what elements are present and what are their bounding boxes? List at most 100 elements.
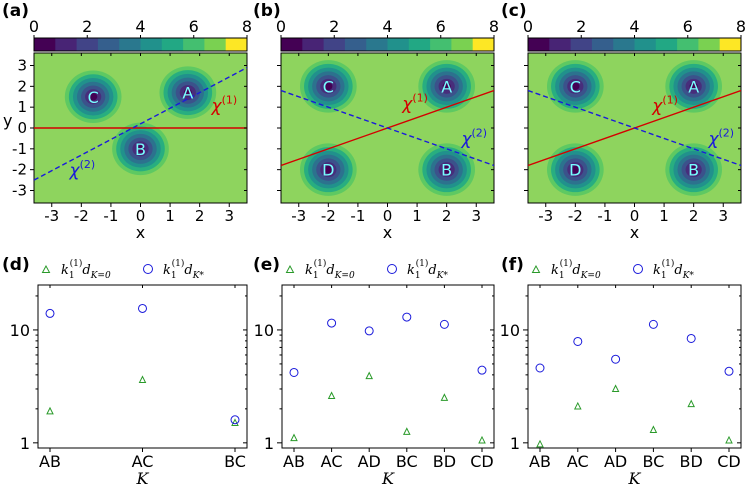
line-label-chi(2): χ(2) (707, 127, 734, 150)
x-tick-label: -2 (74, 207, 89, 225)
legend-label: k1(1)dK* (163, 258, 204, 281)
data-point-circle (439, 319, 449, 329)
colorbar-segment (549, 38, 572, 51)
data-point-triangle (402, 427, 411, 435)
well-ring (442, 82, 451, 91)
x-tick-label: AC (132, 452, 154, 471)
legend: k1(1)dK=0 k1(1)dK* (531, 258, 694, 281)
legend: k1(1)dK=0 k1(1)dK* (285, 258, 448, 281)
colorbar-segment (204, 38, 227, 51)
data-point-circle (573, 336, 583, 346)
well-ring (689, 165, 698, 174)
colorbar-tick-label: 0 (523, 17, 533, 36)
colorbar-segment (344, 38, 367, 51)
x-axis-label: K (381, 469, 395, 488)
colorbar-segment (76, 38, 99, 51)
line-label-chi(2): χ(2) (69, 158, 96, 181)
well-ring (136, 145, 145, 153)
colorbar: 0 2 4 6 8 (276, 17, 499, 52)
line-chi(2) (34, 66, 247, 181)
region-label-A: A (441, 77, 452, 96)
data-point-triangle (365, 371, 374, 380)
x-tick-label: -3 (538, 207, 553, 225)
colorbar-tick-label: 2 (82, 17, 92, 36)
data-point-circle (327, 318, 337, 328)
x-tick-label: 3 (718, 207, 728, 225)
x-tick-label: -1 (350, 207, 365, 225)
legend-label: k1(1)dK=0 (305, 258, 355, 281)
legend-circle-marker (633, 264, 643, 274)
y-tick-label: 10 (254, 321, 274, 340)
data-point-triangle (231, 418, 239, 426)
x-tick-label: AD (358, 452, 381, 471)
x-axis-label: K (628, 469, 642, 488)
y-tick-label: 10 (10, 321, 30, 340)
x-tick-label: 0 (630, 207, 640, 225)
data-point-circle (45, 308, 55, 318)
panel-label: (f) (501, 255, 524, 275)
colorbar-segment (225, 38, 248, 51)
colorbar-segment (302, 38, 325, 51)
y-tick-label: 10 (500, 321, 520, 340)
colorbar: 0 2 4 6 8 (29, 17, 252, 52)
colorbar: 0 2 4 6 8 (523, 17, 746, 52)
well-ring (571, 165, 580, 174)
colorbar-segment (528, 38, 550, 51)
colorbar-tick-label: 4 (382, 17, 392, 36)
colorbar-tick-label: 0 (29, 17, 39, 36)
line-label-chi(1): χ(1) (401, 91, 428, 114)
legend: k1(1)dK=0 k1(1)dK* (41, 258, 204, 281)
x-axis-label: K (136, 469, 150, 488)
colorbar-segment (281, 38, 303, 51)
colorbar-segment (119, 38, 141, 51)
x-axis-label: x (630, 223, 639, 242)
region-label-C: C (570, 77, 581, 96)
panel-label: (c) (501, 1, 527, 21)
heatmap-panel-1: (a)0 2 4 6 8χ(1)χ(2)C AB-3 -2 -1 0 1 2 3x3210-1-2-3… (2, 1, 252, 242)
scatter-panel-3: (f) k1(1)dK=0 k1(1)dK* 1 10 AB AC AD BC BD CD K (500, 255, 742, 488)
well-ring (442, 165, 451, 174)
x-tick-label: BC (396, 452, 418, 471)
series-circle (45, 303, 240, 425)
colorbar-segment (613, 38, 635, 51)
data-point-triangle (573, 401, 582, 410)
well-B (108, 118, 173, 179)
region-label-B: B (441, 161, 452, 180)
series-triangle (290, 371, 486, 444)
line-chi(2) (281, 89, 494, 167)
x-tick-label: BD (680, 452, 703, 471)
y-tick-label: 1 (264, 434, 274, 453)
legend-triangle-marker (41, 264, 51, 273)
region-label-A: A (688, 77, 699, 96)
colorbar-tick-label: 6 (189, 17, 199, 36)
legend-label: k1(1)dK=0 (551, 258, 601, 281)
x-tick-label: -2 (568, 207, 583, 225)
x-tick-label: -3 (44, 207, 59, 225)
data-point-triangle (327, 391, 336, 399)
colorbar-segment (408, 38, 431, 51)
data-point-triangle (138, 375, 147, 384)
plot-frame (527, 284, 742, 449)
data-point-triangle (649, 425, 658, 433)
data-point-circle (477, 365, 487, 375)
colorbar-segment (591, 38, 614, 51)
colorbar-segment (430, 38, 452, 51)
colorbar-tick-label: 8 (242, 17, 252, 36)
x-tick-label: BC (224, 452, 246, 471)
x-tick-label: -3 (291, 207, 306, 225)
colorbar-segment (183, 38, 205, 51)
x-tick-label: 1 (412, 207, 422, 225)
scatter-panel-2: (e) k1(1)dK=0 k1(1)dK* 1 10 AB AC AD BC BD CD K (253, 255, 495, 488)
line-label-chi(2): χ(2) (460, 127, 487, 150)
x-tick-label: 2 (689, 207, 699, 225)
x-tick-label: AB (39, 452, 61, 471)
y-tick-label: -3 (12, 182, 27, 200)
legend-label: k1(1)dK* (407, 258, 448, 281)
x-tick-label: AB (529, 452, 551, 471)
x-tick-label: 2 (442, 207, 452, 225)
x-tick-label: 1 (659, 207, 669, 225)
y-tick-label: 1 (510, 434, 520, 453)
line-chi(2) (528, 89, 741, 167)
colorbar-segment (161, 38, 184, 51)
x-tick-label: BD (433, 452, 456, 471)
